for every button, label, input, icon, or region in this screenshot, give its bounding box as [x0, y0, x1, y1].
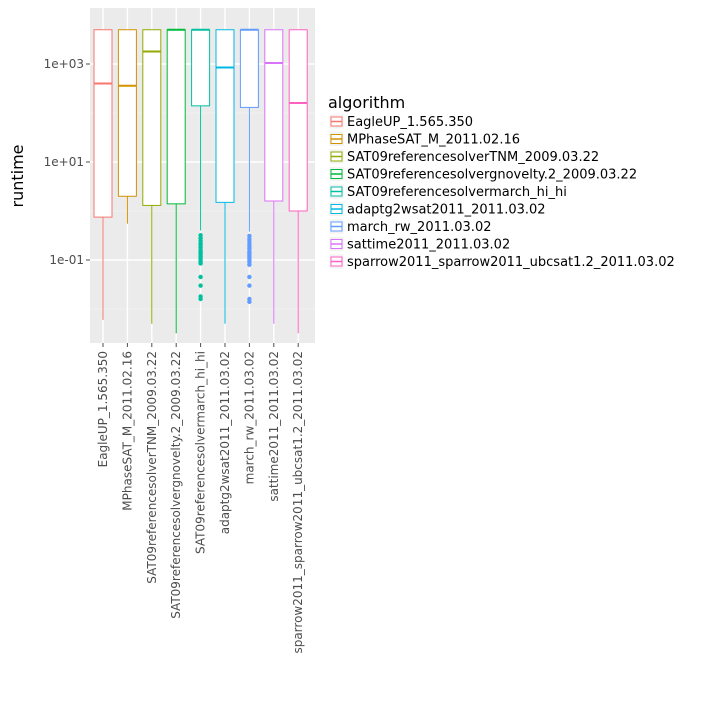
box	[142, 29, 162, 206]
y-tick-label: 1e+01	[44, 155, 84, 169]
box-group	[264, 29, 284, 324]
box	[264, 29, 284, 202]
legend-label: MPhaseSAT_M_2011.02.16	[347, 133, 520, 148]
x-tick-label: march_rw_2011.03.02	[242, 351, 256, 484]
outlier-point	[247, 262, 252, 267]
legend-items: EagleUP_1.565.350 MPhaseSAT_M_2011.02.16 S…	[328, 113, 675, 270]
box	[288, 29, 308, 212]
legend-item: march_rw_2011.03.02	[328, 218, 492, 235]
outlier-point	[198, 274, 203, 280]
legend-item: SAT09referencesolvermarch_hi_hi	[328, 183, 567, 200]
legend-label: sparrow2011_sparrow2011_ubcsat1.2_2011.0…	[347, 255, 675, 270]
box	[239, 29, 259, 108]
outlier-point	[247, 283, 252, 288]
box-group	[215, 29, 235, 324]
x-tick-label: SAT09referencesolverTNM_2009.03.22	[145, 351, 159, 584]
x-tick-label: sparrow2011_sparrow2011_ubcsat1.2_2011.0…	[291, 351, 305, 654]
box-group	[239, 28, 259, 305]
boxplot-series	[93, 28, 308, 334]
box	[166, 29, 186, 205]
box	[191, 29, 211, 107]
legend-item: sattime2011_2011.03.02	[328, 236, 510, 253]
box-group	[142, 29, 162, 324]
y-axis-title: runtime	[8, 144, 27, 207]
legend-item: adaptg2wsat2011_2011.03.02	[328, 201, 546, 218]
legend-item: EagleUP_1.565.350	[328, 113, 473, 130]
outlier-point	[247, 299, 252, 305]
legend-label: adaptg2wsat2011_2011.03.02	[347, 203, 546, 218]
x-tick-label: MPhaseSAT_M_2011.02.16	[120, 351, 134, 511]
legend-item: MPhaseSAT_M_2011.02.16	[328, 131, 520, 148]
legend-label: sattime2011_2011.03.02	[347, 238, 510, 253]
box-group	[93, 29, 113, 320]
legend-title: algorithm	[328, 93, 405, 112]
box	[93, 29, 113, 218]
box	[117, 29, 137, 197]
outlier-point	[247, 274, 252, 280]
legend: algorithm EagleUP_1.565.350 MPhaseSAT_M_2…	[328, 93, 675, 270]
x-tick-label: SAT09referencesolvergnovelty.2_2009.03.2…	[169, 351, 183, 619]
box	[215, 29, 235, 203]
legend-label: EagleUP_1.565.350	[347, 115, 473, 130]
box-group	[288, 29, 308, 334]
box-group	[166, 28, 186, 334]
legend-item: sparrow2011_sparrow2011_ubcsat1.2_2011.0…	[328, 253, 675, 270]
legend-label: SAT09referencesolverTNM_2009.03.22	[347, 150, 599, 165]
y-tick-label: 1e-01	[49, 253, 84, 267]
y-tick-label: 1e+03	[44, 57, 84, 71]
legend-label: SAT09referencesolvermarch_hi_hi	[347, 185, 567, 200]
y-axis-ticks: 1e-01 1e+01 1e+03	[44, 57, 90, 267]
legend-label: SAT09referencesolvergnovelty.2_2009.03.2…	[347, 168, 637, 183]
legend-label: march_rw_2011.03.02	[347, 220, 492, 235]
outlier-point	[198, 283, 203, 288]
outlier-point	[198, 296, 203, 302]
x-tick-label: sattime2011_2011.03.02	[267, 351, 281, 502]
x-axis-ticks: EagleUP_1.565.350 MPhaseSAT_M_2011.02.16 S…	[96, 343, 305, 654]
x-tick-label: SAT09referencesolvermarch_hi_hi	[194, 351, 208, 554]
box-group	[191, 28, 211, 302]
legend-item: SAT09referencesolverTNM_2009.03.22	[328, 148, 599, 165]
box-group	[117, 29, 137, 224]
x-tick-label: EagleUP_1.565.350	[96, 351, 110, 467]
outlier-point	[198, 261, 203, 266]
legend-item: SAT09referencesolvergnovelty.2_2009.03.2…	[328, 166, 637, 183]
x-tick-label: adaptg2wsat2011_2011.03.02	[218, 351, 232, 534]
